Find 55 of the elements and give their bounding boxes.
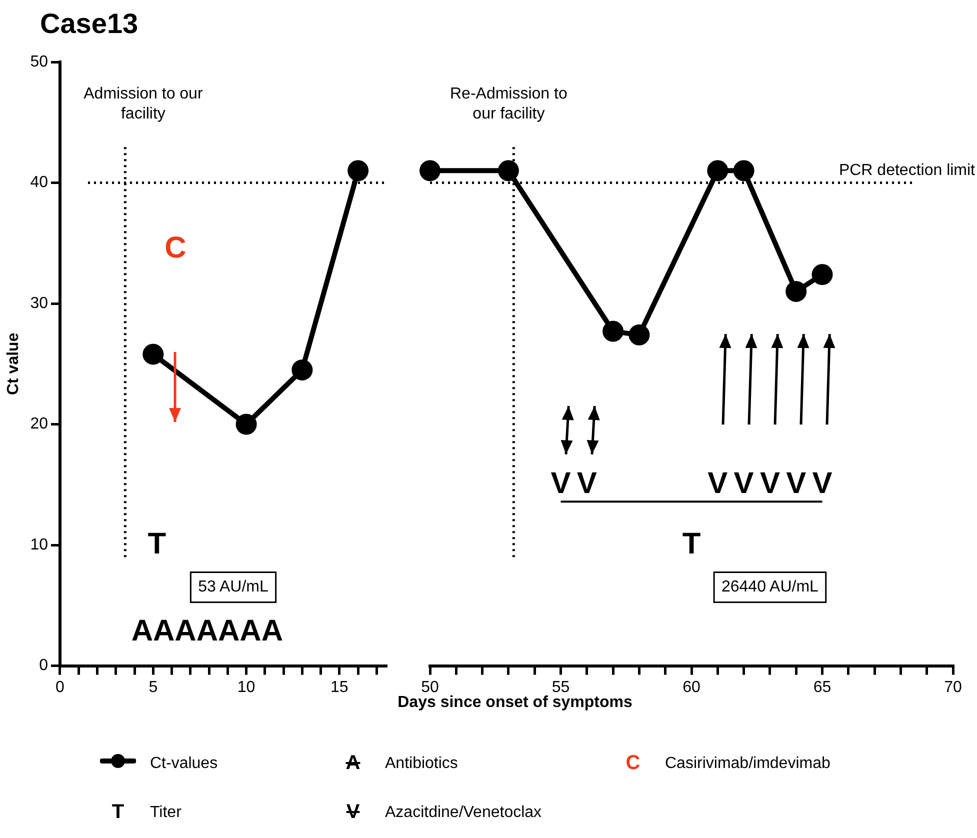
point bbox=[420, 160, 440, 182]
point bbox=[602, 320, 624, 342]
point bbox=[707, 160, 728, 182]
point bbox=[292, 359, 313, 380]
point bbox=[498, 160, 519, 182]
annotation: T bbox=[148, 527, 166, 560]
y-tick-label: 50 bbox=[30, 53, 48, 70]
ref-line-label: Re-Admission to our facility bbox=[450, 86, 568, 123]
text: Casirivimab/imdevimab bbox=[665, 754, 830, 772]
annotation: C bbox=[164, 231, 186, 264]
chart-title: Case13 bbox=[40, 8, 138, 40]
annotation: 26440 AU/mL bbox=[721, 578, 819, 596]
annotation: AAAAAAA bbox=[131, 614, 283, 648]
x-tick-label: 50 bbox=[421, 678, 439, 696]
x-tick-label: 15 bbox=[330, 678, 348, 696]
y-tick-label: 40 bbox=[30, 174, 48, 192]
point bbox=[628, 324, 650, 346]
y-tick-label: 10 bbox=[30, 536, 48, 554]
y-tick-label: 20 bbox=[30, 416, 48, 433]
annotation: V bbox=[812, 466, 832, 500]
ref-line-label: Admission to our facility bbox=[84, 86, 204, 123]
x-axis-title: Days since onset of symptoms bbox=[396, 694, 634, 712]
y-axis-title: Ct value bbox=[5, 332, 22, 396]
text: A bbox=[344, 752, 362, 775]
x-tick-label: 65 bbox=[813, 678, 832, 696]
x-tick-label: 55 bbox=[552, 678, 570, 696]
x-tick-label: 60 bbox=[682, 678, 700, 696]
annotation: V bbox=[550, 466, 571, 500]
text: Titer bbox=[150, 804, 182, 822]
point bbox=[786, 280, 807, 302]
text: T bbox=[110, 801, 126, 824]
y-tick-label: 30 bbox=[30, 294, 48, 312]
x-tick-label: 10 bbox=[237, 678, 256, 696]
annotation: V bbox=[576, 466, 597, 500]
annotation: T bbox=[682, 527, 701, 560]
text: V bbox=[345, 801, 361, 824]
point bbox=[812, 264, 833, 286]
annotation: V bbox=[786, 466, 806, 500]
text: Antibiotics bbox=[385, 754, 458, 772]
annotation: V bbox=[708, 466, 728, 500]
text: Azacitdine/Venetoclax bbox=[385, 804, 542, 822]
x-tick-label: 70 bbox=[944, 678, 962, 696]
point bbox=[733, 160, 754, 182]
point bbox=[236, 414, 257, 435]
annotation: V bbox=[734, 466, 754, 500]
y-tick-label: 0 bbox=[39, 657, 48, 674]
x-tick-label: 0 bbox=[56, 678, 65, 696]
annotation: 53 AU/mL bbox=[198, 578, 268, 596]
point bbox=[348, 160, 369, 182]
legend-label: Ct-values bbox=[150, 754, 218, 772]
point bbox=[142, 344, 164, 365]
annotation: V bbox=[760, 466, 780, 500]
text: C bbox=[624, 752, 642, 775]
ref-line-label: PCR detection limit bbox=[838, 162, 976, 180]
x-tick-label: 5 bbox=[148, 678, 158, 696]
